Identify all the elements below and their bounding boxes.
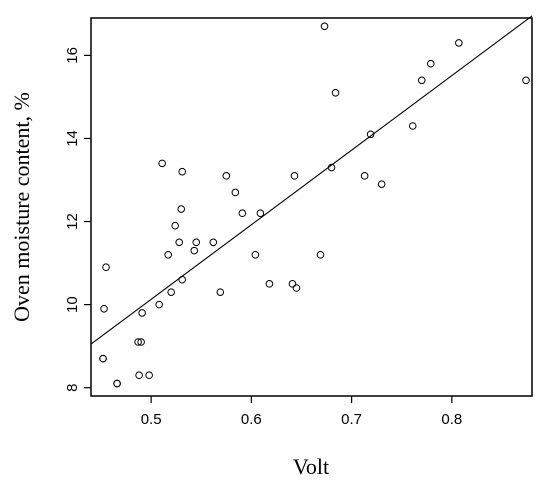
data-point <box>155 300 163 309</box>
data-point <box>455 39 463 47</box>
y-tick-label: 14 <box>64 130 81 147</box>
regression-line-layer <box>90 15 533 345</box>
y-tick-label: 16 <box>64 47 81 64</box>
y-tick-label: 8 <box>64 384 81 392</box>
data-point <box>408 122 417 130</box>
data-point <box>164 250 172 259</box>
data-point <box>360 172 369 180</box>
data-point <box>522 76 530 85</box>
data-point <box>417 76 426 85</box>
data-point <box>158 159 166 168</box>
data-point <box>288 280 297 288</box>
regression-line <box>90 15 533 345</box>
data-point <box>192 238 201 247</box>
data-point <box>138 309 146 317</box>
data-point <box>238 209 247 218</box>
y-tick-label: 10 <box>64 296 81 313</box>
data-point <box>171 221 179 230</box>
data-point <box>177 205 186 213</box>
data-point <box>190 246 199 255</box>
data-point <box>320 22 329 31</box>
data-point <box>178 167 187 176</box>
data-point <box>134 338 142 346</box>
data-point <box>145 371 153 380</box>
data-point <box>222 172 231 180</box>
data-points-layer <box>99 22 530 388</box>
data-point <box>99 354 107 363</box>
data-point <box>331 88 340 97</box>
data-point <box>290 172 299 180</box>
x-axis-title: Volt <box>293 454 329 479</box>
data-point <box>102 263 110 272</box>
x-tick-label: 0.7 <box>341 411 362 428</box>
data-point <box>377 180 386 188</box>
data-point <box>366 130 375 139</box>
data-point <box>256 209 265 218</box>
x-axis: 0.5 0.6 0.7 0.8 <box>141 396 462 428</box>
data-point <box>426 59 435 68</box>
data-point <box>251 250 260 259</box>
data-point <box>100 304 108 313</box>
y-tick-label: 12 <box>64 213 81 230</box>
data-point <box>137 338 145 346</box>
x-tick-label: 0.8 <box>441 411 462 428</box>
data-point <box>316 250 325 259</box>
data-point <box>175 238 183 247</box>
plot-frame <box>90 17 533 397</box>
data-point <box>231 188 240 197</box>
data-point <box>167 288 175 296</box>
x-tick-label: 0.5 <box>141 411 162 428</box>
data-point <box>178 275 187 284</box>
data-point <box>113 379 121 388</box>
data-point <box>292 284 301 292</box>
data-point <box>216 288 225 296</box>
data-point <box>327 163 336 172</box>
data-point <box>209 238 218 247</box>
data-point <box>135 371 143 380</box>
data-point <box>265 280 274 288</box>
y-axis: 8 10 12 14 16 <box>64 47 91 392</box>
x-tick-label: 0.6 <box>241 411 262 428</box>
y-axis-title: Oven moisture content, % <box>9 92 34 322</box>
